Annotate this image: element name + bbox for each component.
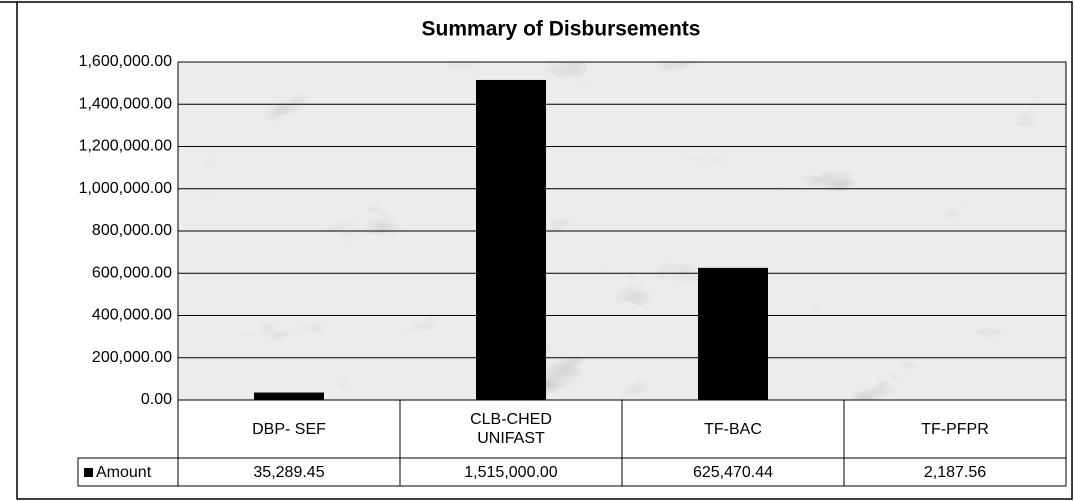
- y-tick-label: 400,000.00: [92, 307, 172, 324]
- data-table-value: 1,515,000.00: [464, 464, 558, 481]
- y-tick-label: 1,400,000.00: [79, 95, 173, 112]
- y-tick-label: 0.00: [141, 391, 172, 408]
- category-cell: DBP- SEF: [252, 420, 326, 438]
- data-table-value: 35,289.45: [253, 464, 324, 481]
- x-tick-label: DBP- SEF: [252, 420, 326, 438]
- chart-title: Summary of Disbursements: [422, 18, 701, 41]
- y-tick-label: 800,000.00: [92, 222, 172, 239]
- bar: [476, 79, 546, 401]
- x-tick-label: TF-BAC: [704, 420, 762, 438]
- y-tick-label: 1,000,000.00: [79, 180, 173, 197]
- category-cell: TF-BAC: [704, 420, 762, 438]
- y-tick-label: 1,600,000.00: [79, 53, 173, 70]
- legend-key: [84, 468, 93, 477]
- data-table-value: 2,187.56: [924, 464, 986, 481]
- bar: [698, 267, 768, 400]
- x-tick-label: TF-PFPR: [921, 420, 989, 438]
- legend-label: Amount: [96, 464, 152, 481]
- category-cell: CLB-CHED UNIFAST: [470, 411, 552, 447]
- y-tick-label: 600,000.00: [92, 264, 172, 281]
- y-tick-label: 200,000.00: [92, 349, 172, 366]
- y-tick-label: 1,200,000.00: [79, 138, 173, 155]
- x-tick-label: CLB-CHED UNIFAST: [470, 411, 552, 447]
- category-cell: TF-PFPR: [921, 420, 989, 438]
- bar: [254, 392, 324, 400]
- data-table-value: 625,470.44: [693, 464, 773, 481]
